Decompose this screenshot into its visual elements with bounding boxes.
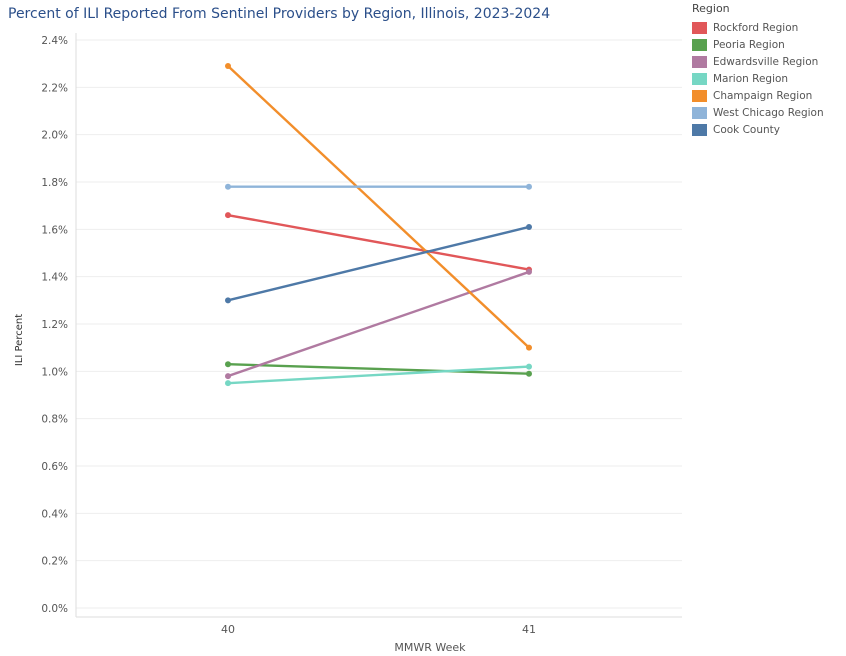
- data-point[interactable]: [526, 344, 532, 351]
- series-line: [227, 270, 530, 378]
- series-edwardsville-region: [225, 268, 532, 380]
- data-point[interactable]: [225, 361, 231, 368]
- y-tick-label: 0.6%: [41, 461, 68, 473]
- legend-item[interactable]: Peoria Region: [692, 36, 824, 53]
- legend-swatch: [692, 123, 707, 136]
- legend-label: Peoria Region: [713, 38, 785, 51]
- legend-label: Cook County: [713, 123, 780, 136]
- y-tick-label: 0.4%: [41, 508, 68, 520]
- y-tick-label: 0.2%: [41, 556, 68, 568]
- series-champaign-region: [225, 63, 532, 351]
- series-peoria-region: [225, 361, 532, 377]
- legend-item[interactable]: Marion Region: [692, 70, 824, 87]
- legend-swatch: [692, 89, 707, 102]
- y-tick-label: 1.2%: [41, 319, 68, 331]
- series-line: [227, 225, 530, 302]
- data-point[interactable]: [526, 223, 532, 230]
- x-axis-label: MMWR Week: [394, 641, 466, 654]
- y-axis-label: ILI Percent: [14, 314, 25, 366]
- data-point[interactable]: [225, 380, 231, 387]
- legend-label: Rockford Region: [713, 21, 799, 34]
- legend-item[interactable]: West Chicago Region: [692, 104, 824, 121]
- legend-item[interactable]: Cook County: [692, 121, 824, 138]
- data-point[interactable]: [526, 370, 532, 377]
- data-point[interactable]: [526, 363, 532, 370]
- data-point[interactable]: [526, 183, 532, 190]
- y-tick-label: 1.6%: [41, 224, 68, 236]
- series-cook-county: [225, 223, 532, 304]
- legend-item[interactable]: Champaign Region: [692, 87, 824, 104]
- x-tick-label: 41: [522, 623, 536, 636]
- data-point[interactable]: [225, 212, 231, 219]
- y-tick-label: 2.4%: [41, 35, 68, 47]
- grid-lines: [76, 39, 682, 609]
- y-tick-labels: 0.0% 0.2% 0.4% 0.6% 0.8% 1.0% 1.2% 1.4% 1.6% 1.8%…: [41, 35, 68, 615]
- x-tick-label: 40: [221, 623, 235, 636]
- legend-swatch: [692, 106, 707, 119]
- series-lines: [225, 63, 532, 387]
- legend-swatch: [692, 55, 707, 68]
- legend-swatch: [692, 21, 707, 34]
- legend: Region Rockford Region Peoria Region Edwar…: [692, 2, 824, 138]
- data-point[interactable]: [225, 183, 231, 190]
- legend-label: Marion Region: [713, 72, 789, 85]
- data-point[interactable]: [225, 63, 231, 70]
- y-tick-label: 1.4%: [41, 272, 68, 284]
- legend-label: Champaign Region: [713, 89, 813, 102]
- series-line: [227, 213, 530, 271]
- legend-label: Edwardsville Region: [713, 55, 819, 68]
- data-point[interactable]: [225, 297, 231, 304]
- y-tick-label: 2.0%: [41, 130, 68, 142]
- legend-label: West Chicago Region: [713, 106, 824, 119]
- legend-item[interactable]: Edwardsville Region: [692, 53, 824, 70]
- y-tick-label: 2.2%: [41, 82, 68, 94]
- series-west-chicago-region: [225, 183, 532, 190]
- series-line: [227, 65, 530, 349]
- x-tick-labels: 40 41: [221, 623, 536, 636]
- series-line: [227, 363, 530, 375]
- series-line: [227, 365, 530, 385]
- legend-swatch: [692, 72, 707, 85]
- legend-items: Rockford Region Peoria Region Edwardsville…: [692, 19, 824, 138]
- legend-title: Region: [692, 2, 730, 15]
- y-tick-label: 1.0%: [41, 366, 68, 378]
- legend-item[interactable]: Rockford Region: [692, 19, 824, 36]
- series-marion-region: [225, 363, 532, 387]
- chart-title: Percent of ILI Reported From Sentinel Pr…: [8, 6, 551, 22]
- data-point[interactable]: [526, 268, 532, 275]
- y-tick-label: 0.8%: [41, 414, 68, 426]
- data-point[interactable]: [225, 373, 231, 380]
- y-tick-label: 0.0%: [41, 603, 68, 615]
- axes: [75, 33, 682, 618]
- legend-swatch: [692, 38, 707, 51]
- y-tick-label: 1.8%: [41, 177, 68, 189]
